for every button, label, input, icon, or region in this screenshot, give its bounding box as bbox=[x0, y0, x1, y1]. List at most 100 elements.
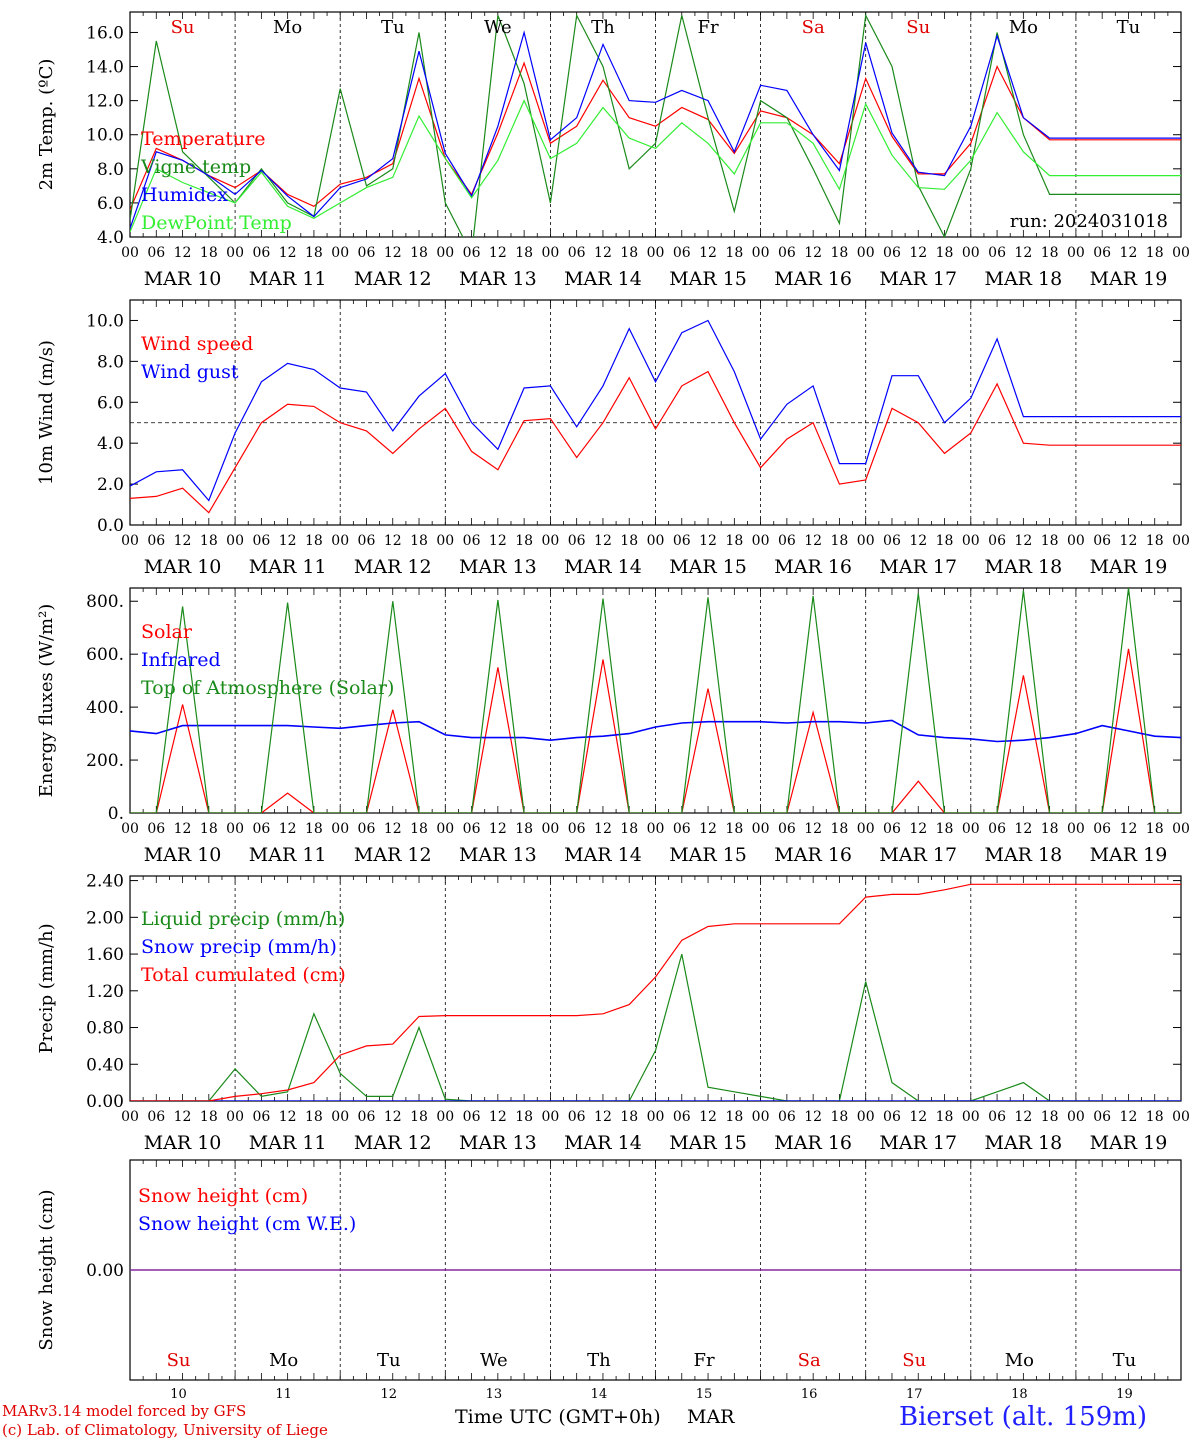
date-label: MAR 16 bbox=[774, 268, 852, 290]
hour-tick-label: 06 bbox=[1093, 821, 1111, 837]
date-label: MAR 18 bbox=[984, 268, 1062, 290]
hour-tick-label: 12 bbox=[699, 245, 717, 261]
hour-tick-label: 06 bbox=[147, 1109, 165, 1125]
date-label: MAR 18 bbox=[984, 844, 1062, 866]
weekday-label-top: Mo bbox=[273, 17, 302, 38]
hour-tick-label: 06 bbox=[778, 821, 796, 837]
hour-tick-label: 18 bbox=[410, 821, 428, 837]
hour-tick-label: 00 bbox=[226, 1109, 244, 1125]
station-label: Bierset (alt. 159m) bbox=[899, 1402, 1148, 1432]
hour-tick-label: 12 bbox=[804, 1109, 822, 1125]
hour-tick-label: 00 bbox=[121, 533, 139, 549]
date-label: MAR 13 bbox=[459, 268, 537, 290]
hour-tick-label: 00 bbox=[226, 533, 244, 549]
hour-tick-label: 12 bbox=[1014, 533, 1032, 549]
weekday-label-bottom: We bbox=[480, 1350, 508, 1371]
hour-tick-label: 12 bbox=[804, 245, 822, 261]
date-label: MAR 10 bbox=[144, 268, 222, 290]
legend-entry: Temperature bbox=[141, 128, 265, 150]
y-tick-label: 0.80 bbox=[86, 1019, 124, 1039]
date-label: MAR 15 bbox=[669, 1132, 747, 1154]
hour-tick-label: 18 bbox=[515, 1109, 533, 1125]
lab-credit: (c) Lab. of Climatology, University of L… bbox=[2, 1421, 328, 1439]
hour-tick-label: 12 bbox=[384, 245, 402, 261]
hour-tick-label: 18 bbox=[620, 245, 638, 261]
hour-tick-label: 18 bbox=[1041, 821, 1059, 837]
hour-tick-label: 18 bbox=[831, 821, 849, 837]
hour-tick-label: 12 bbox=[909, 245, 927, 261]
hour-tick-label: 06 bbox=[883, 821, 901, 837]
y-tick-label: 0.00 bbox=[86, 1261, 124, 1281]
hour-tick-label: 18 bbox=[515, 245, 533, 261]
y-tick-label: 10.0 bbox=[86, 311, 124, 331]
hour-tick-label: 18 bbox=[725, 245, 743, 261]
hour-tick-label: 18 bbox=[831, 245, 849, 261]
hour-tick-label: 12 bbox=[594, 1109, 612, 1125]
y-tick-label: 6.0 bbox=[97, 393, 124, 413]
hour-tick-label: 00 bbox=[752, 245, 770, 261]
hour-tick-label: 12 bbox=[699, 533, 717, 549]
hour-tick-label: 18 bbox=[831, 1109, 849, 1125]
hour-tick-label: 06 bbox=[1093, 245, 1111, 261]
hour-tick-label: 00 bbox=[436, 245, 454, 261]
y-axis-label: 2m Temp. (ºC) bbox=[36, 59, 57, 191]
hour-tick-label: 00 bbox=[647, 245, 665, 261]
date-label: MAR 10 bbox=[144, 844, 222, 866]
date-label: MAR 11 bbox=[249, 844, 327, 866]
y-tick-label: 1.60 bbox=[86, 945, 124, 965]
weekday-label-bottom: Fr bbox=[694, 1350, 715, 1371]
series-line-dewpoint-temp bbox=[130, 99, 1181, 233]
legend-entry: Vigne temp bbox=[140, 156, 251, 178]
series-line-liquid-precip-mm-h- bbox=[130, 953, 1181, 1101]
hour-tick-label: 00 bbox=[962, 821, 980, 837]
y-tick-label: 10.0 bbox=[86, 126, 124, 146]
weekday-label-bottom: Th bbox=[587, 1350, 611, 1371]
hour-tick-label: 00 bbox=[752, 821, 770, 837]
hour-tick-label: 00 bbox=[121, 245, 139, 261]
hour-tick-label: 00 bbox=[1067, 821, 1085, 837]
date-label: MAR 14 bbox=[564, 268, 642, 290]
y-tick-label: 0.00 bbox=[86, 1092, 124, 1112]
hour-tick-label: 06 bbox=[463, 1109, 481, 1125]
y-tick-label: 12.0 bbox=[86, 92, 124, 112]
weekday-label-top: Su bbox=[171, 17, 195, 38]
hour-tick-label: 06 bbox=[988, 821, 1006, 837]
date-label: MAR 10 bbox=[144, 556, 222, 578]
y-tick-label: 600. bbox=[86, 645, 124, 665]
series-line-vigne-temp bbox=[130, 13, 1181, 237]
date-label: MAR 15 bbox=[669, 556, 747, 578]
legend-entry: DewPoint Temp bbox=[141, 212, 292, 234]
hour-tick-label: 18 bbox=[200, 821, 218, 837]
weekday-label-bottom: Mo bbox=[269, 1350, 298, 1371]
date-label: MAR 17 bbox=[879, 556, 957, 578]
hour-tick-label: 06 bbox=[463, 245, 481, 261]
hour-tick-label: 06 bbox=[147, 245, 165, 261]
hour-tick-label: 12 bbox=[909, 821, 927, 837]
weekday-label-top: Th bbox=[591, 17, 615, 38]
date-label: MAR 16 bbox=[774, 844, 852, 866]
hour-tick-label: 18 bbox=[1146, 1109, 1164, 1125]
hour-tick-label: 12 bbox=[909, 533, 927, 549]
y-tick-label: 8.0 bbox=[97, 160, 124, 180]
hour-tick-label: 06 bbox=[252, 1109, 270, 1125]
y-tick-label: 800. bbox=[86, 592, 124, 612]
hour-tick-label: 06 bbox=[1093, 533, 1111, 549]
weekday-label-bottom: Su bbox=[167, 1350, 191, 1371]
weekday-label-top: Su bbox=[906, 17, 930, 38]
date-label: MAR 13 bbox=[459, 844, 537, 866]
hour-tick-label: 00 bbox=[962, 1109, 980, 1125]
y-tick-label: 6.0 bbox=[97, 194, 124, 214]
series-line-top-of-atmosphere-solar- bbox=[130, 588, 1181, 813]
y-axis-label: 10m Wind (m/s) bbox=[36, 340, 57, 485]
hour-tick-label: 12 bbox=[174, 533, 192, 549]
hour-tick-label: 06 bbox=[568, 533, 586, 549]
hour-tick-label: 06 bbox=[778, 245, 796, 261]
hour-tick-label: 06 bbox=[463, 533, 481, 549]
y-tick-label: 0. bbox=[108, 804, 124, 824]
hour-tick-label: 12 bbox=[174, 821, 192, 837]
series-line-total-cumulated-cm- bbox=[130, 883, 1181, 1101]
hour-tick-label: 18 bbox=[620, 821, 638, 837]
hour-tick-label: 00 bbox=[1067, 533, 1085, 549]
hour-tick-label: 06 bbox=[252, 245, 270, 261]
day-number: 16 bbox=[801, 1387, 818, 1402]
